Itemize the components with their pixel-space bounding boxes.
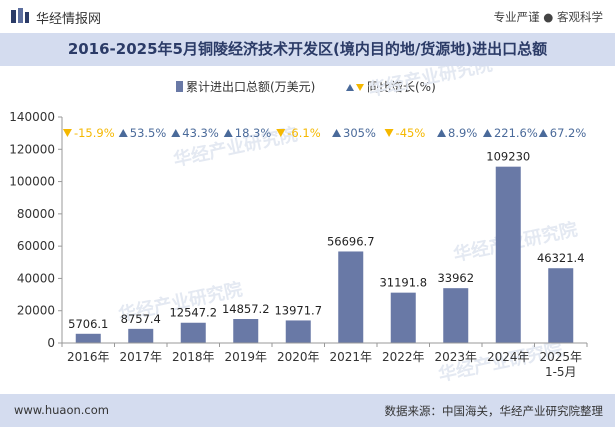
x-tick-label: 2018年 <box>172 350 215 364</box>
growth-label: 67.2% <box>550 126 587 140</box>
y-tick-label: 80000 <box>17 207 55 221</box>
chart-title: 2016-2025年5月铜陵经济技术开发区(境内目的地/货源地)进出口总额 <box>67 40 548 58</box>
bar <box>75 333 101 343</box>
site-name: 华经情报网 <box>36 12 102 27</box>
x-tick-label: 2017年 <box>119 350 162 364</box>
growth-label: 53.5% <box>130 126 167 140</box>
logo-icon <box>11 8 29 23</box>
title-band: 2016-2025年5月铜陵经济技术开发区(境内目的地/货源地)进出口总额 <box>0 33 615 66</box>
legend-bar-label: 累计进出口总额(万美元) <box>186 80 315 94</box>
y-tick-label: 140000 <box>9 110 55 124</box>
legend-down-triangle-icon <box>356 84 364 91</box>
growth-label: 18.3% <box>235 126 272 140</box>
y-tick-label: 120000 <box>9 142 55 156</box>
y-tick-label: 20000 <box>17 304 55 318</box>
x-tick-label: 2016年 <box>67 350 110 364</box>
bar <box>443 288 469 343</box>
growth-down-triangle-icon <box>384 129 394 137</box>
legend: 累计进出口总额(万美元) 同比增长(%) <box>176 80 436 94</box>
bar-value-label: 13971.7 <box>274 303 322 317</box>
legend-bar-swatch <box>176 81 183 92</box>
growth-up-triangle-icon <box>437 129 447 137</box>
growth-label: 8.9% <box>448 126 477 140</box>
bars: 5706.1 8757.4 12547.2 14857.2 13971.7 56696.7… <box>68 150 585 343</box>
growth-down-triangle-icon <box>62 129 72 137</box>
x-tick-label: 2024年 <box>487 350 530 364</box>
bar-value-label: 33962 <box>437 271 474 285</box>
slogan-tags: 专业严谨 ● 客观科学 <box>493 10 603 24</box>
x-tick-label: 2022年 <box>382 350 425 364</box>
growth-label: 305% <box>343 126 376 140</box>
x-tick-label: 2021年 <box>329 350 372 364</box>
website-link[interactable]: www.huaon.com <box>14 403 109 417</box>
bar <box>338 251 364 343</box>
bar-value-label: 12547.2 <box>169 306 217 320</box>
growth-up-triangle-icon <box>332 129 342 137</box>
bar <box>390 292 416 343</box>
legend-growth-label: 同比增长(%) <box>367 80 436 94</box>
data-source: 数据来源：中国海关，华经产业研究院整理 <box>384 404 604 418</box>
x-tick-label: 2020年 <box>277 350 320 364</box>
bar-value-label: 46321.4 <box>537 251 585 265</box>
bar <box>128 328 154 343</box>
growth-label: -45% <box>396 126 426 140</box>
growth-up-triangle-icon <box>118 129 128 137</box>
bar <box>233 319 259 343</box>
x-tick-label: 2025年 1-5月 <box>539 350 582 379</box>
bar-value-label: 109230 <box>486 150 530 164</box>
y-axis: 0 20000 40000 60000 80000 100000 120000 140000 <box>9 110 63 350</box>
bar <box>548 268 574 343</box>
x-axis: 2016年 2017年 2018年 2019年 2020年 2021年 2022年 2023年… <box>61 342 588 379</box>
bar <box>495 166 521 343</box>
bar <box>285 320 311 343</box>
footer: www.huaon.com 数据来源：中国海关，华经产业研究院整理 <box>0 394 615 427</box>
bar-value-label: 56696.7 <box>327 234 375 248</box>
growth-labels: -15.9% 53.5% 43.3% 18.3% -6.1% 305% -45% 8.9% 22… <box>62 126 587 140</box>
y-tick-label: 40000 <box>17 271 55 285</box>
legend-up-triangle-icon <box>346 84 354 91</box>
growth-up-triangle-icon <box>482 129 492 137</box>
y-tick-label: 100000 <box>9 175 55 189</box>
growth-up-triangle-icon <box>538 129 548 137</box>
growth-label: 221.6% <box>494 126 538 140</box>
watermark-text: 华经产业研究院 <box>366 66 494 101</box>
bar-value-label: 14857.2 <box>222 302 270 316</box>
x-tick-label: 2019年 <box>224 350 267 364</box>
bar-value-label: 31191.8 <box>379 276 427 290</box>
growth-up-triangle-icon <box>223 129 233 137</box>
y-tick-label: 0 <box>47 336 55 350</box>
bar-value-label: 5706.1 <box>68 317 108 331</box>
bar-chart: 累计进出口总额(万美元) 同比增长(%) 华经产业研究院华经产业研究院华经产业研… <box>9 66 588 386</box>
y-tick-label: 60000 <box>17 239 55 253</box>
growth-down-triangle-icon <box>276 129 286 137</box>
bar-value-label: 8757.4 <box>121 312 161 326</box>
top-bar: 华经情报网 专业严谨 ● 客观科学 <box>0 0 615 33</box>
growth-up-triangle-icon <box>171 129 181 137</box>
bar <box>180 322 206 343</box>
growth-label: 43.3% <box>182 126 219 140</box>
growth-label: -15.9% <box>74 126 115 140</box>
x-tick-label: 2023年 <box>434 350 477 364</box>
growth-label: -6.1% <box>287 126 320 140</box>
